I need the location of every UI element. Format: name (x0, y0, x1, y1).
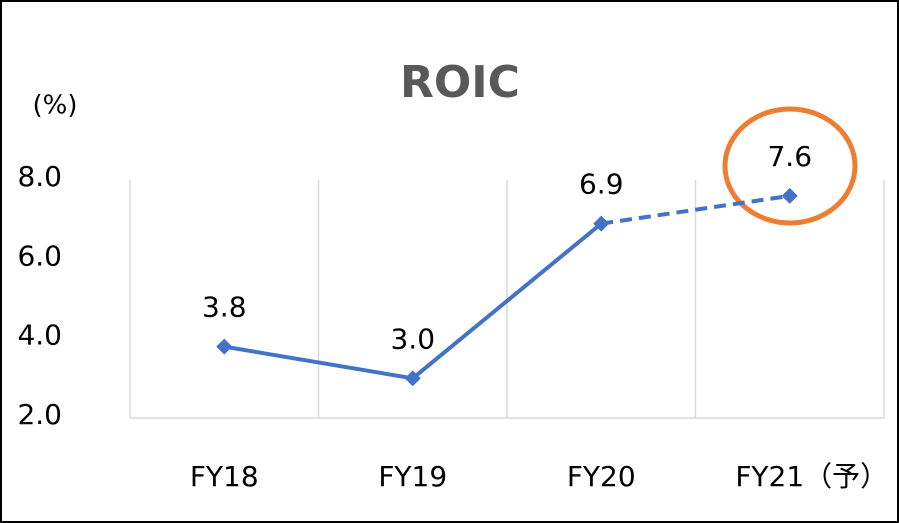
highlight-circle (722, 106, 858, 226)
y-tick-label: 4.0 (17, 319, 62, 352)
marker (216, 338, 233, 355)
y-tick-label: 2.0 (17, 398, 62, 431)
marker (593, 215, 610, 232)
y-tick-label: 8.0 (17, 160, 62, 193)
x-tick-label: FY19 (378, 460, 447, 493)
forecast-line (600, 193, 791, 226)
y-axis-label: (%) (33, 91, 78, 121)
data-label: 7.6 (767, 140, 812, 173)
marker (781, 187, 798, 204)
marker (404, 370, 421, 387)
x-tick-label: FY21（予） (735, 460, 888, 493)
y-tick-label: 6.0 (17, 239, 62, 272)
data-label: 3.0 (390, 322, 435, 355)
chart-title: ROIC (400, 57, 520, 108)
x-tick-label: FY18 (190, 460, 259, 493)
data-label: 3.8 (202, 291, 247, 324)
x-tick-label: FY20 (567, 460, 636, 493)
data-label: 6.9 (579, 168, 624, 201)
